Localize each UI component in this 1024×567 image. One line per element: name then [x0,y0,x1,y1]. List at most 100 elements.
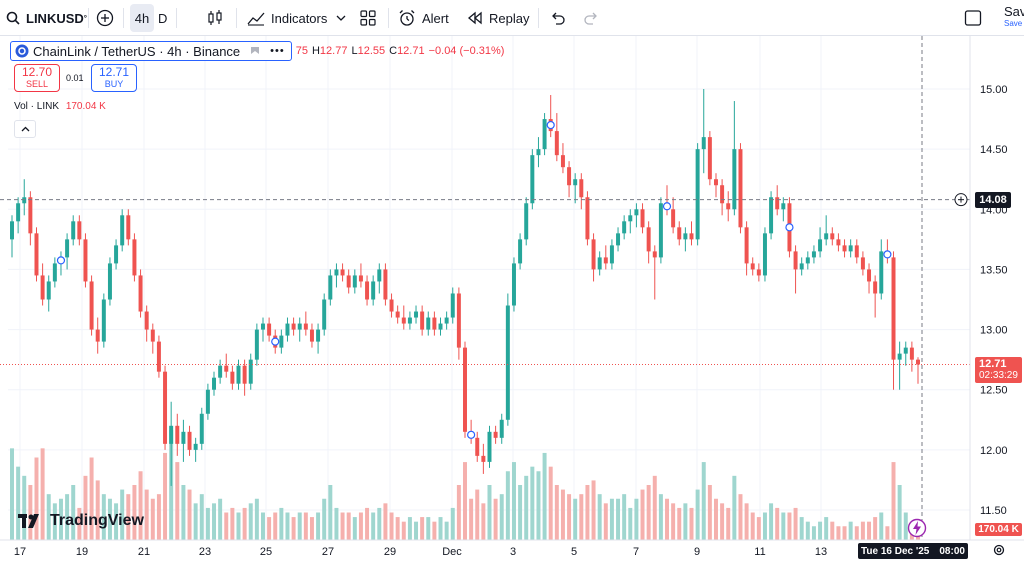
toolbar-divider [236,8,237,28]
candle-body [322,299,327,330]
volume-bar [824,517,829,540]
undo-button[interactable] [550,0,566,36]
volume-bar [420,517,425,540]
volume-bar [713,498,718,540]
volume-bar [34,457,39,540]
tradingview-logo[interactable]: TradingView [18,512,144,530]
candle-body [707,137,712,180]
buy-label: BUY [104,79,124,89]
volume-bar [230,507,235,540]
candle-body [818,239,823,252]
volume-bar [114,503,119,540]
candle-body [383,269,388,300]
indicators-dropdown[interactable] [336,0,346,36]
volume-bar [260,512,265,540]
volume-bar [530,466,535,540]
volume-bar [652,475,657,540]
time-tick-label: 13 [815,546,827,558]
volume-bar [646,485,651,540]
high-label: H [311,45,320,57]
fullscreen-button[interactable] [964,0,982,36]
indicators-button[interactable]: Indicators [247,0,327,36]
candle-body [811,251,816,258]
volume-bar [65,494,70,540]
volume-bar [371,512,376,540]
volume-bar [891,462,896,540]
layouts-button[interactable] [360,0,376,36]
volume-bar [309,517,314,540]
volume-bar [683,503,688,540]
candle-body [365,281,370,300]
volume-bar [352,517,357,540]
volume-bar [524,475,529,540]
compare-button[interactable] [96,0,114,36]
symbol-search[interactable]: LINKUSD ° [6,0,87,36]
volume-bar [150,498,155,540]
volume-bar [499,494,504,540]
candle-body [260,323,265,330]
event-marker [546,120,555,130]
candle-body [677,227,682,240]
chart-grid [8,36,970,540]
candle-body [640,209,645,228]
sell-button[interactable]: 12.70 SELL [14,64,60,92]
chainlink-logo-icon [15,44,29,58]
lightning-icon[interactable] [907,518,927,538]
interval-4h-button[interactable]: 4h [130,4,154,32]
volume-bar [175,462,180,540]
chart-area[interactable]: 15.00 14.50 14.00 13.50 13.00 12.50 12.00 11.50… [0,36,1024,567]
replay-button[interactable]: Replay [467,0,529,36]
volume-bar [126,494,131,540]
volume-bar [762,512,767,540]
candle-body [762,233,767,276]
price-chart[interactable]: 15.0014.5014.0013.5013.0012.5012.0011.50… [0,36,1024,567]
volume-bar [726,507,731,540]
candle-body [358,275,363,282]
save-button[interactable]: Save Save [1004,0,1024,36]
candle-body [750,263,755,270]
candle-body [475,437,480,456]
alert-button[interactable]: Alert [398,0,449,36]
candle-body [897,353,902,360]
volume-bar [787,512,792,540]
symbol-legend[interactable]: ChainLink / TetherUS · 4h · Binance ••• [10,41,292,61]
more-icon[interactable]: ••• [270,45,285,57]
chart-type-button[interactable] [207,0,223,36]
crosshair-price-tag: 14.08 [975,192,1011,208]
buy-button[interactable]: 12.71 BUY [91,64,137,92]
volume-bar [138,471,143,540]
candle-body [126,215,131,240]
candle-body [726,203,731,210]
event-marker [785,223,794,232]
candle-body [316,329,321,342]
candle-body [903,347,908,354]
volume-bar [628,507,633,540]
interval-d-button[interactable]: D [158,10,168,26]
volume-bar [83,475,88,540]
volume-bar [897,485,902,540]
rewind-icon [467,11,482,25]
candle-body [463,347,467,432]
volume-bar [395,517,400,540]
gear-icon[interactable] [992,543,1006,557]
candle-body [683,233,688,240]
time-tick-label: 9 [694,546,700,558]
volume-bar [346,512,351,540]
collapse-legend-button[interactable] [14,120,36,138]
volume-bar [658,494,663,540]
volume-value: 170.04 K [65,101,106,112]
ohlc-values: 75 H12.77 L12.55 C12.71 −0.04 (−0.31%) [296,45,505,57]
volume-bar [634,498,639,540]
last-price-tag: 12.71 02:33:29 [975,357,1022,383]
candle-body [585,197,590,240]
volume-bar [622,494,627,540]
candle-body [303,323,308,330]
redo-button[interactable] [583,0,599,36]
bar-countdown: 02:33:29 [979,370,1018,381]
candle-body [775,197,780,210]
candle-body [732,149,737,210]
event-marker [467,430,476,439]
volume-bar [799,517,804,540]
candle-body [107,263,112,300]
volume-bar [830,521,835,540]
